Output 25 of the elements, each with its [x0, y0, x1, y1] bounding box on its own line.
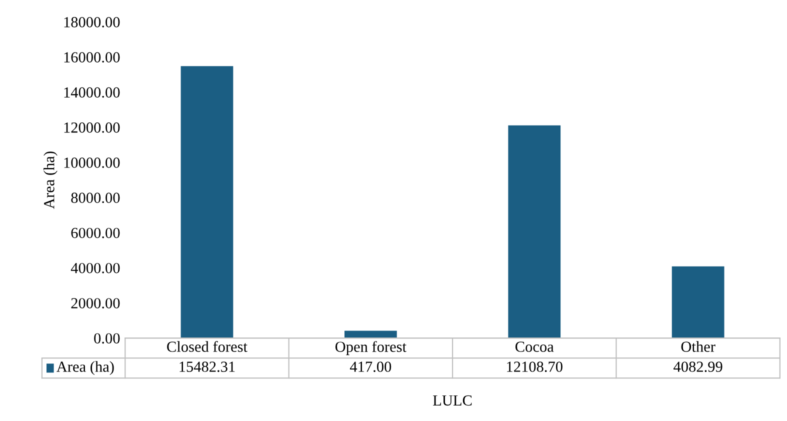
legend-label: Area (ha)	[56, 361, 114, 376]
y-tick-label: 8000.00	[71, 192, 120, 204]
y-tick-label: 4000.00	[70, 262, 120, 274]
bar	[672, 266, 724, 338]
y-tick-label: 16000.00	[64, 52, 120, 63]
x-tick-label: Open forest	[335, 341, 406, 356]
data-label: 15482.31	[180, 362, 235, 372]
data-label: 12108.70	[507, 362, 562, 372]
data-label: 4082.99	[674, 362, 722, 372]
x-axis-title: LULC	[433, 395, 472, 406]
y-tick-label: 14000.00	[64, 87, 120, 98]
bar	[180, 66, 234, 338]
x-tick-label: Closed forest	[167, 340, 248, 352]
y-tick-label: 18000.00	[64, 17, 120, 28]
data-label: 417.00	[350, 362, 392, 372]
x-tick-label: Cocoa	[515, 342, 554, 352]
bar	[344, 330, 397, 338]
y-tick-label: 10000.00	[64, 158, 120, 168]
y-axis-title: Area (ha)	[44, 152, 58, 209]
y-tick-label: 12000.00	[64, 122, 120, 133]
y-tick-label: 6000.00	[71, 228, 120, 238]
y-tick-label: 2000.00	[71, 298, 120, 308]
x-tick-label: Other	[681, 341, 716, 352]
bar	[508, 125, 561, 338]
y-tick-label: 0.00	[94, 333, 120, 344]
